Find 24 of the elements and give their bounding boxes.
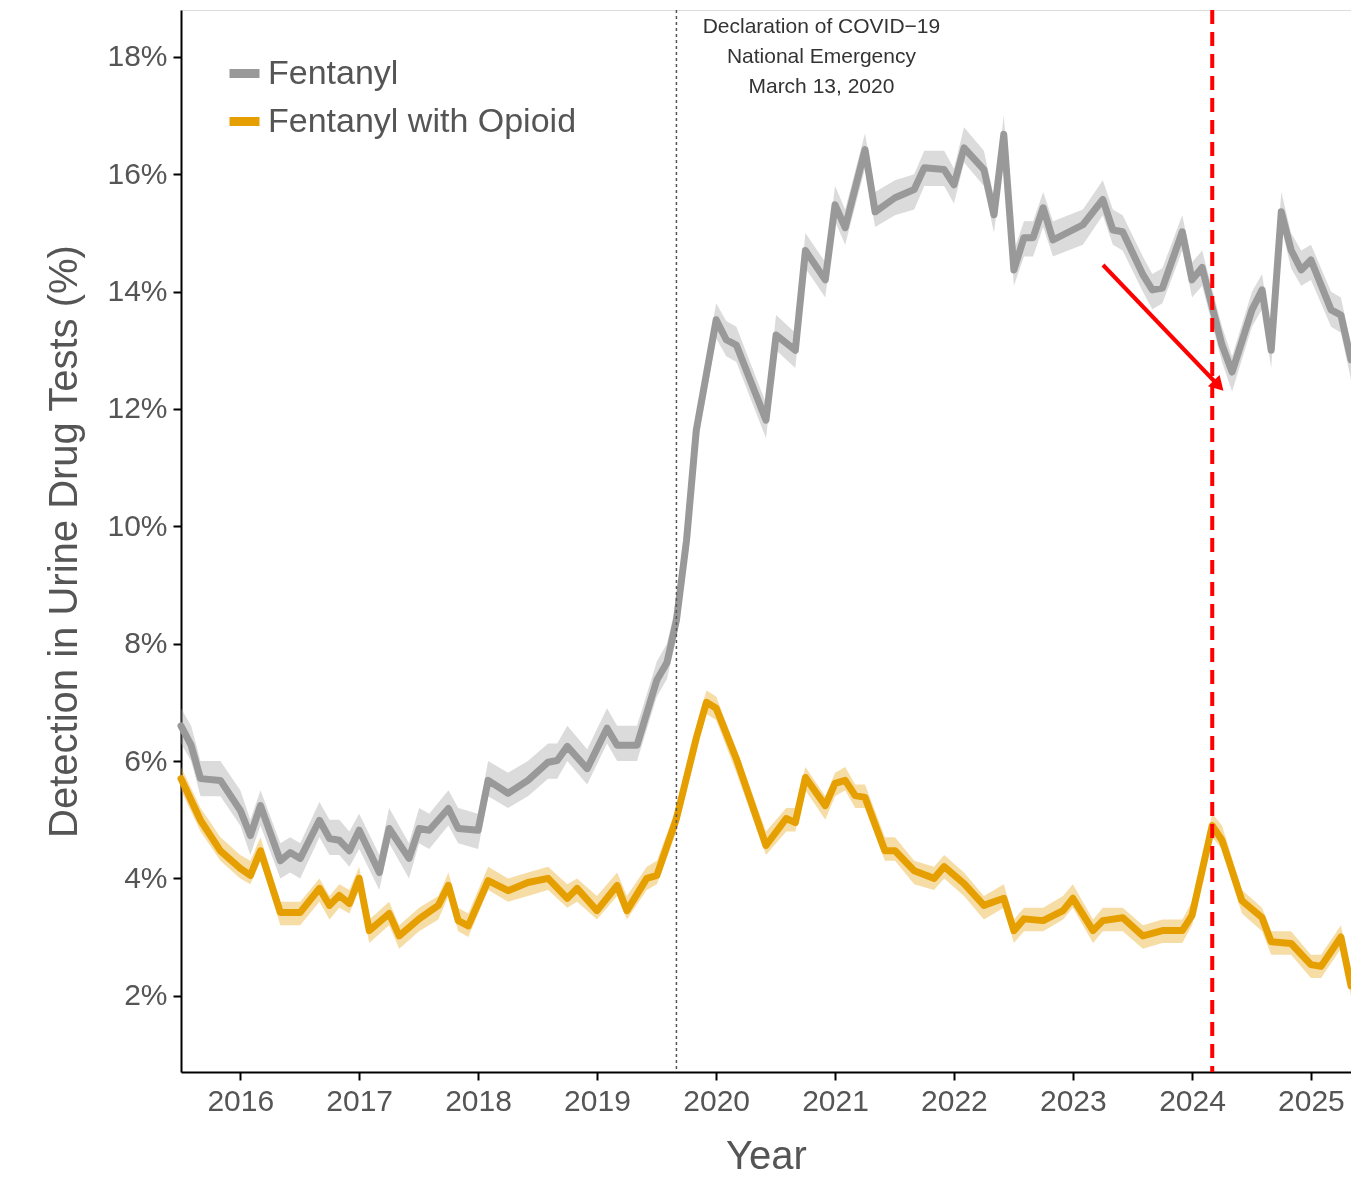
y-tick-label: 14%: [107, 274, 168, 308]
y-tick-label: 12%: [107, 391, 168, 425]
x-tick-label: 2017: [326, 1083, 394, 1117]
x-tick-label: 2018: [445, 1083, 512, 1117]
x-tick-label: 2019: [564, 1083, 631, 1117]
y-tick-label: 10%: [107, 508, 168, 542]
legend-label: Fentanyl with Opioid: [268, 100, 577, 139]
y-axis-title: Detection in Urine Drug Tests (%): [41, 245, 86, 838]
y-tick-label: 6%: [124, 743, 168, 777]
x-tick-label: 2016: [207, 1083, 275, 1117]
legend-label: Fentanyl: [268, 52, 399, 91]
x-tick-label: 2022: [921, 1083, 988, 1117]
y-tick-label: 16%: [107, 156, 168, 190]
x-tick-label: 2023: [1039, 1083, 1107, 1117]
x-tick-label: 2024: [1159, 1083, 1226, 1117]
x-tick-label: 2025: [1278, 1083, 1345, 1117]
ref-line-label: Declaration of COVID−19 National Emergency March 13, 2020: [702, 14, 941, 97]
y-tick-label: 4%: [124, 860, 168, 894]
x-axis-title: Year: [726, 1132, 807, 1177]
x-tick-label: 2020: [683, 1083, 751, 1117]
y-tick-label: 18%: [107, 39, 168, 73]
y-tick-label: 8%: [124, 626, 168, 660]
y-tick-label: 2%: [124, 978, 168, 1012]
x-tick-label: 2021: [802, 1083, 869, 1117]
